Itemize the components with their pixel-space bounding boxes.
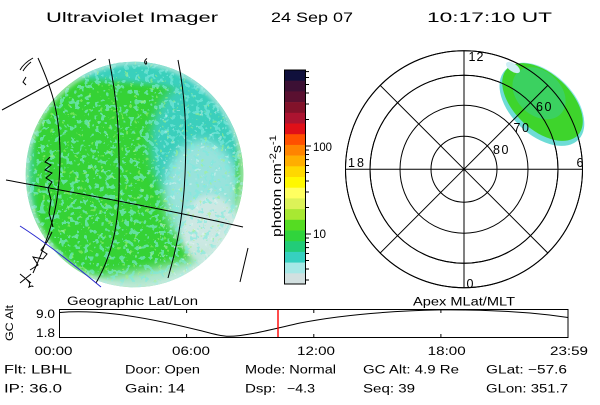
svg-text:Geographic Lat/Lon: Geographic Lat/Lon (67, 296, 198, 308)
svg-text:Ultraviolet Imager: Ultraviolet Imager (46, 9, 219, 25)
svg-text:23:59: 23:59 (550, 346, 588, 358)
svg-text:1.8: 1.8 (36, 328, 55, 340)
svg-text:GC Alt: GC Alt (4, 305, 16, 341)
svg-text:Apex MLat/MLT: Apex MLat/MLT (413, 297, 515, 309)
svg-text:60: 60 (536, 100, 553, 114)
svg-text:18: 18 (348, 156, 366, 170)
svg-text:Door: Open: Door: Open (125, 365, 200, 377)
svg-text:Mode: Normal: Mode: Normal (245, 365, 336, 377)
svg-text:Flt: LBHL: Flt: LBHL (4, 365, 73, 377)
svg-text:GC Alt: 4.9 Re: GC Alt: 4.9 Re (363, 365, 459, 377)
svg-text:−4.3: −4.3 (287, 384, 315, 396)
svg-text:12:00: 12:00 (297, 346, 335, 358)
svg-text:12: 12 (469, 50, 485, 64)
svg-text:9.0: 9.0 (36, 309, 55, 321)
svg-text:6: 6 (577, 156, 584, 170)
svg-text:10: 10 (313, 227, 326, 241)
svg-text:IP: 36.0: IP: 36.0 (4, 384, 62, 396)
svg-text:00:00: 00:00 (35, 346, 73, 358)
svg-text:70: 70 (514, 121, 531, 135)
svg-text:0: 0 (467, 277, 474, 291)
svg-text:06:00: 06:00 (172, 346, 210, 358)
svg-text:Gain: 14: Gain: 14 (125, 384, 186, 396)
svg-text:photon cm-2s-1: photon cm-2s-1 (268, 135, 284, 237)
svg-text:80: 80 (493, 143, 510, 157)
svg-text:Seq: 39: Seq: 39 (363, 384, 415, 396)
svg-text:GLon: 351.7: GLon: 351.7 (486, 384, 568, 396)
svg-text:Dsp:: Dsp: (245, 384, 276, 396)
svg-text:100: 100 (313, 140, 332, 154)
svg-text:18:00: 18:00 (428, 346, 466, 358)
svg-text:24 Sep 07: 24 Sep 07 (271, 9, 353, 25)
svg-text:GLat: −57.6: GLat: −57.6 (486, 365, 567, 377)
svg-text:10:17:10 UT: 10:17:10 UT (427, 9, 553, 25)
